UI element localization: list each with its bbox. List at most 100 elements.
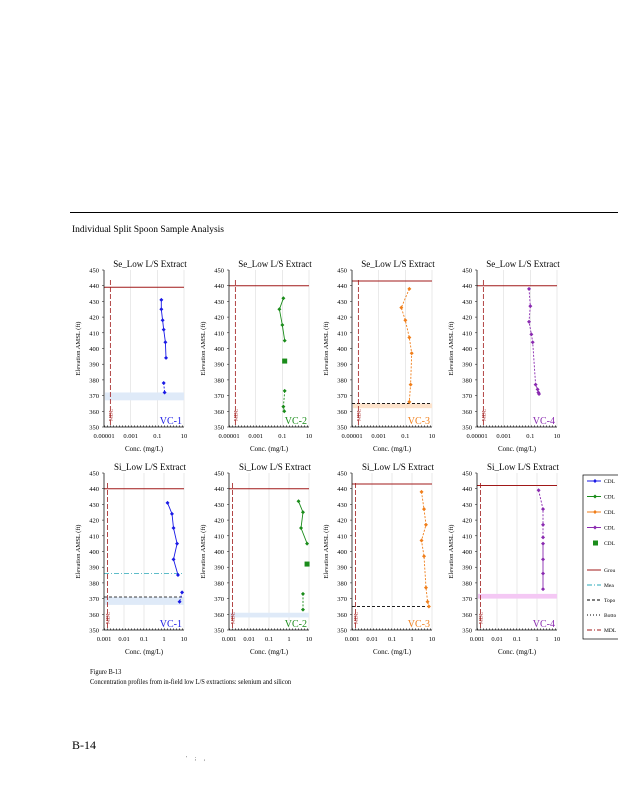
y-tick-label: 350: [214, 628, 224, 635]
legend-square-icon: [593, 540, 598, 546]
y-tick-label: 430: [462, 502, 472, 509]
y-tick-label: 410: [214, 533, 224, 540]
dashed-series-point: [407, 335, 412, 340]
y-axis-label: Elevation AMSL (ft): [323, 322, 330, 376]
legend-diamond-icon: [593, 494, 597, 499]
solid-series-point: [541, 571, 546, 576]
y-tick-label: 410: [214, 330, 224, 337]
well-label: VC-1: [160, 619, 182, 630]
dashed-series-point: [161, 381, 166, 386]
y-tick-label: 410: [89, 330, 99, 337]
dashed-series-point: [527, 319, 532, 324]
y-tick-label: 370: [337, 596, 347, 603]
solid-series-point: [175, 541, 180, 546]
chart-title: Se_Low L/S Extract: [113, 259, 187, 269]
chart-title: Si_Low L/S Extract: [114, 462, 186, 472]
chart-panel-6: Si_Low L/S Extract Elevation AMSL (ft) 350…: [200, 462, 312, 656]
y-tick-label: 360: [89, 409, 99, 416]
y-axis-label: Elevation AMSL (ft): [200, 322, 207, 376]
x-tick-label: 0.00001: [218, 433, 239, 440]
x-tick-label: 0.001: [345, 636, 360, 643]
y-tick-label: 430: [214, 502, 224, 509]
solid-series-point: [171, 525, 176, 530]
x-tick-label: 0.00001: [341, 433, 362, 440]
y-tick-label: 440: [89, 283, 99, 290]
solid-series-point: [296, 499, 301, 504]
well-label: VC-2: [285, 416, 307, 427]
dashed-series-point: [281, 404, 286, 409]
solid-series-point: [541, 557, 546, 562]
y-tick-label: 370: [462, 393, 472, 400]
y-tick-label: 390: [337, 565, 347, 572]
y-tick-label: 420: [462, 518, 472, 525]
y-tick-label: 380: [337, 377, 347, 384]
x-tick-label: 0.01: [491, 636, 502, 643]
x-axis-label: Conc. (mg/L): [498, 445, 537, 453]
y-tick-label: 440: [214, 283, 224, 290]
mdl-label: MDL: [356, 408, 362, 421]
y-tick-label: 430: [337, 502, 347, 509]
dashed-series-point: [536, 488, 541, 493]
dashed-series-point: [423, 585, 428, 590]
y-tick-label: 450: [337, 471, 347, 478]
solid-series-point: [281, 296, 286, 301]
legend-line-item: MDL: [587, 628, 617, 634]
solid-series-point: [159, 307, 164, 312]
y-tick-label: 390: [89, 565, 99, 572]
dashed-series-point: [529, 332, 534, 337]
y-tick-label: 360: [214, 612, 224, 619]
x-axis-label: Conc. (mg/L): [373, 445, 412, 453]
y-tick-label: 410: [89, 533, 99, 540]
solid-series-point: [541, 587, 546, 592]
dashed-series-point: [403, 318, 408, 323]
chart-title: Si_Low L/S Extract: [487, 462, 559, 472]
footer-marks: ' ; ,: [186, 756, 209, 762]
dashed-series-point: [419, 538, 424, 543]
figure-caption: Figure B-13 Concentration profiles from …: [90, 667, 291, 687]
solid-series-point: [165, 500, 170, 505]
dashed-series-point: [419, 489, 424, 494]
chart-panel-3: Se_Low L/S Extract Elevation AMSL (ft) 350…: [323, 259, 435, 453]
dashed-series-point: [409, 351, 414, 356]
y-tick-label: 380: [462, 377, 472, 384]
dashed-series-point: [541, 522, 546, 527]
x-tick-label: 10: [306, 636, 313, 643]
y-tick-label: 400: [337, 549, 347, 556]
y-tick-label: 420: [462, 315, 472, 322]
chart-title: Se_Low L/S Extract: [238, 259, 312, 269]
y-tick-label: 390: [462, 565, 472, 572]
x-axis-label: Conc. (mg/L): [250, 445, 289, 453]
dashed-series-point: [300, 591, 305, 596]
x-tick-label: 0.1: [278, 433, 286, 440]
caption-figure-number: Figure B-13: [90, 667, 122, 676]
legend-marker-item: CDL: [587, 510, 616, 516]
y-tick-label: 390: [214, 565, 224, 572]
x-tick-label: 0.01: [366, 636, 377, 643]
x-tick-label: 0.001: [123, 433, 138, 440]
y-tick-label: 390: [214, 362, 224, 369]
y-axis-label: Elevation AMSL (ft): [75, 525, 82, 579]
y-tick-label: 350: [89, 628, 99, 635]
chart-panel-2: Se_Low L/S Extract Elevation AMSL (ft) 350…: [200, 259, 312, 453]
y-tick-label: 360: [337, 612, 347, 619]
y-tick-label: 350: [337, 425, 347, 432]
y-tick-label: 400: [214, 549, 224, 556]
y-tick-label: 390: [462, 362, 472, 369]
y-tick-label: 350: [337, 628, 347, 635]
x-tick-label: 10: [554, 636, 561, 643]
mdl-label: MDL: [479, 611, 485, 624]
y-tick-label: 350: [214, 425, 224, 432]
y-tick-label: 430: [89, 299, 99, 306]
legend-diamond-icon: [593, 510, 597, 514]
x-tick-label: 10: [429, 636, 436, 643]
legend-label: Topo: [604, 598, 615, 604]
dashed-series-point: [422, 554, 427, 559]
legend-label: Botto: [604, 613, 616, 619]
chart-legend: CDL CDL CDL CDL CDL Grou Mea Topo Botto MDL: [582, 474, 618, 640]
legend-label: CDL: [604, 541, 616, 547]
legend-line-item: Topo: [587, 598, 615, 604]
legend-diamond-icon: [593, 479, 597, 483]
y-tick-label: 400: [89, 549, 99, 556]
square-point: [304, 561, 310, 567]
